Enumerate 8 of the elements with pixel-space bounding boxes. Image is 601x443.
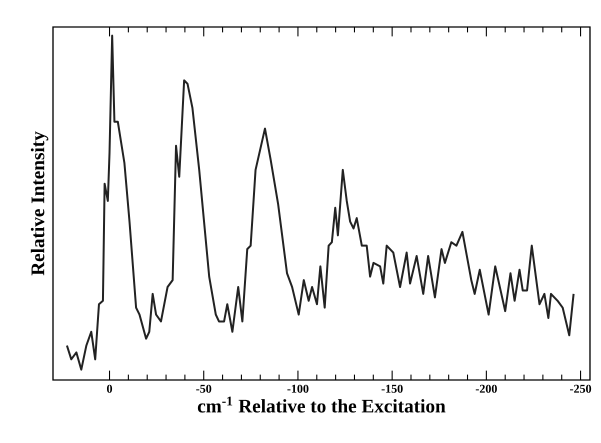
x-tick-label: 0 — [106, 384, 112, 393]
x-tick-label: -150 — [382, 384, 403, 393]
x-tick-label: -100 — [287, 384, 308, 393]
x-axis-title: cm$^{-1}$ Relative to the Excitation — [198, 396, 446, 413]
x-tick-label: -50 — [196, 384, 212, 393]
y-axis-title: Relative Intensity — [30, 131, 48, 276]
x-tick-label: -250 — [570, 384, 592, 393]
x-tick-label: -200 — [476, 384, 497, 393]
